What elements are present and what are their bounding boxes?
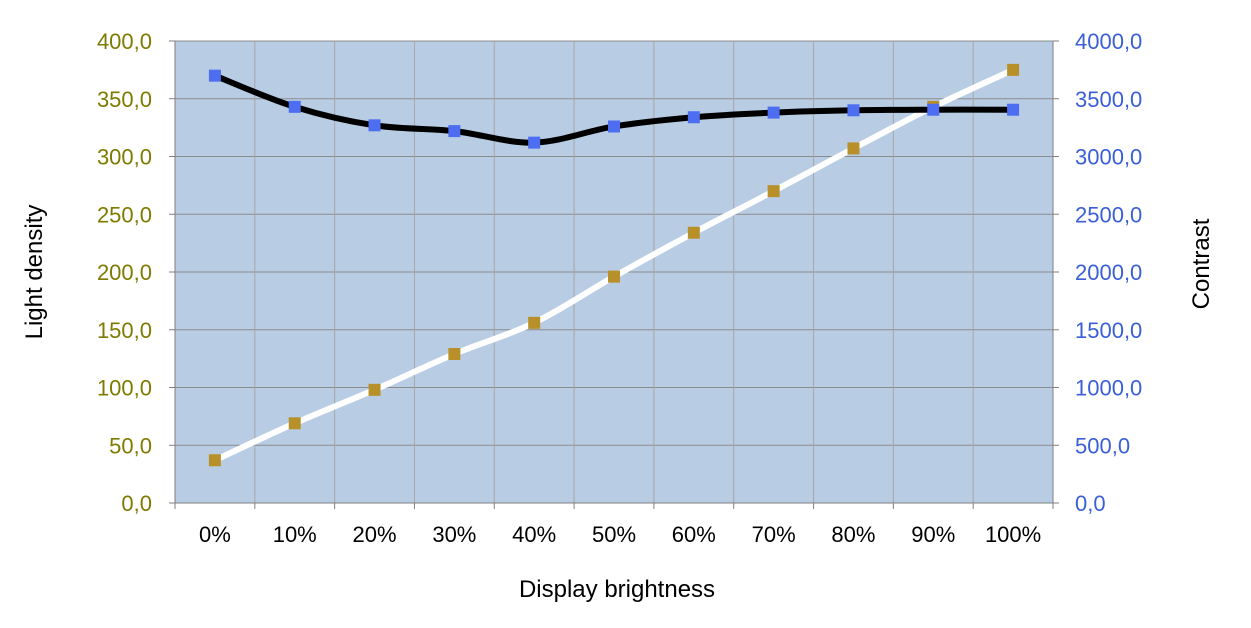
- series-2-marker: [847, 104, 860, 117]
- y-axis-left-tick-label: 0,0: [121, 491, 152, 516]
- series-2-line: [211, 72, 1017, 146]
- x-axis-title: Display brightness: [519, 576, 715, 603]
- y-axis-right-title: Contrast: [1188, 218, 1215, 309]
- y-axis-right-tick-label: 3500,0: [1075, 87, 1142, 112]
- y-axis-right-tick-label: 1500,0: [1075, 318, 1142, 343]
- x-axis-tick-label: 60%: [672, 522, 716, 547]
- series-2-marker: [448, 125, 461, 138]
- series-1-marker: [687, 226, 700, 239]
- series-2-marker: [368, 119, 381, 132]
- y-axis-right-tick-label: 2500,0: [1075, 202, 1142, 227]
- series-2-marker: [927, 103, 940, 116]
- series-1-marker: [208, 454, 221, 467]
- series-1-marker: [288, 417, 301, 430]
- x-axis-tick-label: 70%: [752, 522, 796, 547]
- series-2-marker: [528, 136, 541, 149]
- x-axis-tick-label: 50%: [592, 522, 636, 547]
- x-axis-tick-label: 10%: [273, 522, 317, 547]
- axes: [169, 40, 1059, 509]
- y-axis-right-tick-label: 1000,0: [1075, 376, 1142, 401]
- y-axis-left-tick-label: 400,0: [97, 29, 152, 54]
- y-axis-right-tick-label: 2000,0: [1075, 260, 1142, 285]
- series-2-marker: [687, 111, 700, 124]
- y-axis-left-tick-label: 300,0: [97, 145, 152, 170]
- y-axis-right-tick-label: 3000,0: [1075, 145, 1142, 170]
- y-axis-left-tick-label: 150,0: [97, 318, 152, 343]
- series-2-marker: [288, 100, 301, 113]
- x-axis-tick-label: 0%: [199, 522, 231, 547]
- series-2-marker: [208, 69, 221, 82]
- series-1-marker: [528, 316, 541, 329]
- y-axis-left-tick-label: 50,0: [109, 433, 152, 458]
- y-axis-left-tick-label: 350,0: [97, 87, 152, 112]
- series-2-marker: [1007, 103, 1020, 116]
- series-2-marker: [608, 120, 620, 133]
- tick-labels: 0,0 50,0 100,0 150,0 200,0 250,0 300,0 350,0 400…: [97, 29, 1142, 547]
- x-axis-tick-label: 100%: [985, 522, 1041, 547]
- y-axis-left-tick-label: 250,0: [97, 202, 152, 227]
- x-axis-tick-label: 30%: [432, 522, 476, 547]
- series-2-marker: [767, 106, 780, 119]
- y-axis-right-tick-label: 4000,0: [1075, 29, 1142, 54]
- x-axis-tick-label: 40%: [512, 522, 556, 547]
- y-axis-right-tick-label: 500,0: [1075, 433, 1130, 458]
- y-axis-left-tick-label: 100,0: [97, 376, 152, 401]
- series-1-marker: [368, 383, 381, 396]
- x-axis-tick-label: 80%: [831, 522, 875, 547]
- x-axis-tick-label: 90%: [911, 522, 955, 547]
- x-axis-tick-label: 20%: [353, 522, 397, 547]
- y-axis-left-tick-label: 200,0: [97, 260, 152, 285]
- series-1-marker: [448, 348, 461, 361]
- y-axis-right-tick-label: 0,0: [1075, 491, 1106, 516]
- y-axis-left-title: Light density: [21, 205, 48, 340]
- series-1-marker: [1007, 63, 1020, 76]
- series-1-marker: [767, 185, 780, 198]
- series-1-marker: [608, 270, 620, 283]
- series-1-marker: [847, 142, 860, 155]
- series-layer: [208, 63, 1020, 467]
